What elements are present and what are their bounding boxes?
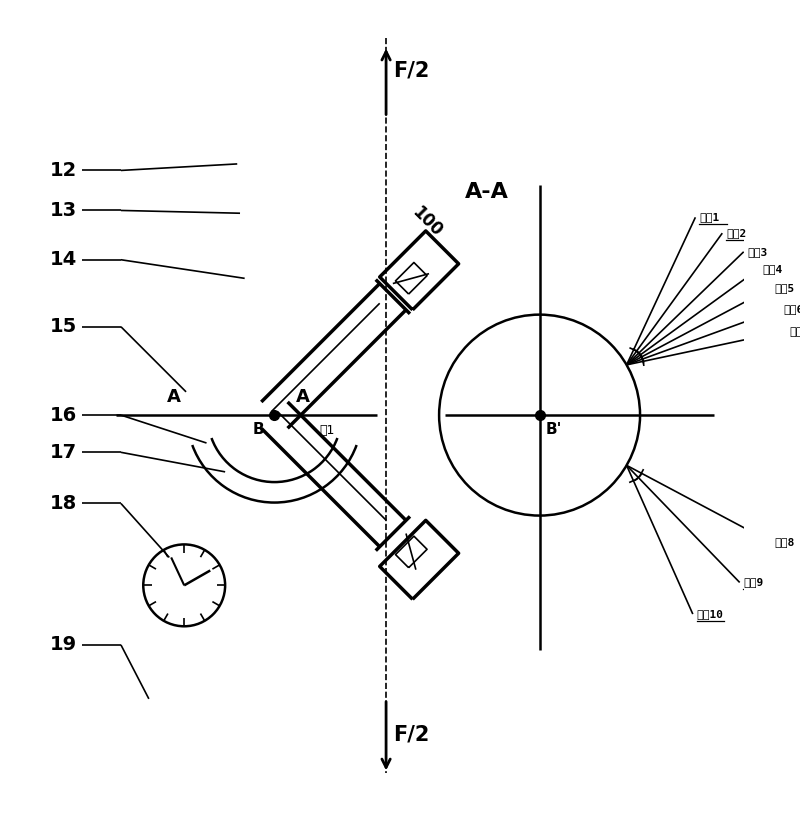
Text: 钑晨8: 钑晨8: [774, 536, 794, 546]
Text: 钑晨1: 钑晨1: [699, 212, 719, 222]
Text: 19: 19: [50, 636, 78, 655]
Text: 17: 17: [50, 443, 78, 461]
Text: 16: 16: [50, 406, 78, 425]
Text: 钑晨7: 钑晨7: [790, 326, 800, 336]
Text: 钑晨9: 钑晨9: [743, 577, 764, 587]
Text: 钑晨6: 钑晨6: [783, 304, 800, 314]
Text: 18: 18: [50, 494, 78, 513]
Text: 钑晨3: 钑晨3: [747, 247, 768, 257]
Text: 钑晨10: 钑晨10: [697, 609, 723, 619]
Text: 钻1: 钻1: [319, 424, 334, 436]
Text: 15: 15: [50, 317, 78, 337]
Text: 钑晨2: 钑晨2: [726, 228, 746, 238]
Text: F/2: F/2: [394, 724, 430, 744]
Text: F/2: F/2: [394, 61, 430, 81]
Text: A: A: [167, 388, 181, 406]
Text: 14: 14: [50, 250, 78, 269]
Text: B': B': [546, 421, 562, 436]
Text: A: A: [295, 388, 310, 406]
Text: A-A: A-A: [465, 182, 509, 202]
Text: 钑晨4: 钑晨4: [762, 264, 782, 274]
Text: 100: 100: [408, 203, 446, 241]
Text: 钑晨5: 钑晨5: [774, 283, 794, 293]
Text: 13: 13: [50, 201, 78, 220]
Text: B: B: [253, 421, 265, 436]
Text: 12: 12: [50, 161, 78, 180]
